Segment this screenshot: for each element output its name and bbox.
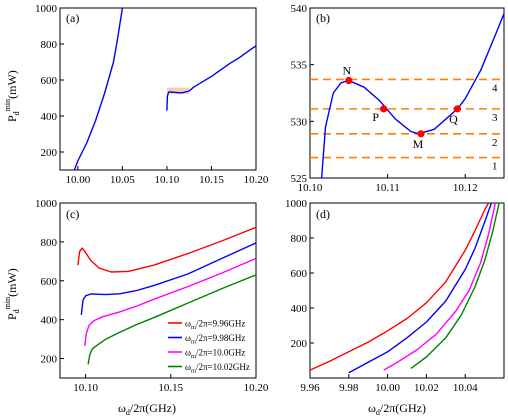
panel-a: (a) 10.00 10.05 10.10 10.15 10.20 200 400 600 80… xyxy=(35,3,269,186)
panel-b-frame xyxy=(309,7,505,179)
x-tick-label: 10.02 xyxy=(414,382,439,394)
y-tick-label: 600 xyxy=(291,268,308,280)
level-line-label: 1 xyxy=(492,161,498,173)
panel-c-axes: 10.10 10.15 10.20 200 400 600 800 1000 xyxy=(35,198,269,394)
x-axis-label-d: ωd/2π(GHz) xyxy=(368,401,426,417)
x-tick-label: 9.98 xyxy=(339,382,359,394)
x-tick-label: 10.20 xyxy=(244,382,269,394)
y-tick-label: 200 xyxy=(41,354,58,366)
zoom-region xyxy=(166,87,190,95)
panel-d-plot xyxy=(310,203,500,374)
legend-entry: ωm/2π=10.0GHz xyxy=(185,348,245,361)
y-tick-label: 535 xyxy=(291,60,308,72)
panel-c-frame xyxy=(59,202,257,379)
y-tick-label: 400 xyxy=(291,303,308,315)
series-line-blue xyxy=(348,203,493,374)
point-N xyxy=(345,76,353,85)
y-tick-label: 1000 xyxy=(285,198,308,210)
x-tick-label: 10.00 xyxy=(65,174,90,186)
point-label: P xyxy=(372,110,379,124)
y-tick-label: 540 xyxy=(291,3,308,15)
legend-entry: ωm/2π=10.02GHz xyxy=(185,362,250,375)
series-line-blue xyxy=(166,45,256,111)
panel-a-axes: 10.00 10.05 10.10 10.15 10.20 200 400 600 800 100… xyxy=(35,3,269,186)
legend-entry: ωm/2π=9.98GHz xyxy=(185,333,245,346)
panel-a-plot xyxy=(73,8,256,170)
x-tick-label: 10.05 xyxy=(110,174,135,186)
level-line-label: 2 xyxy=(492,137,498,149)
y-tick-label: 525 xyxy=(291,173,308,185)
series-line-magenta xyxy=(383,203,496,371)
series-line-magenta xyxy=(84,257,256,346)
panel-b: (b) 10.10 10.11 10.12 525 530 535 540 4 3 2 1 N P M Q xyxy=(291,3,505,194)
series-line-green xyxy=(87,274,256,365)
y-tick-label: 800 xyxy=(41,237,58,249)
y-tick-label: 400 xyxy=(41,111,58,123)
point-label: M xyxy=(413,137,424,151)
y-tick-label: 400 xyxy=(41,315,58,327)
y-axis-label-bottom: Pdmin(mW) xyxy=(3,268,21,320)
point-label: N xyxy=(342,64,351,78)
x-tick-label: 9.96 xyxy=(300,382,320,394)
x-tick-label: 10.10 xyxy=(155,174,180,186)
point-label: Q xyxy=(449,112,458,126)
panel-c-plot xyxy=(77,226,256,365)
panel-a-frame xyxy=(59,7,257,171)
y-tick-label: 1000 xyxy=(35,198,58,210)
y-tick-label: 600 xyxy=(41,75,58,87)
panel-d: (d) 9.96 9.98 10.00 10.02 10.04 200 400 600 800 1… xyxy=(285,198,505,394)
legend-entry: ωm/2π=9.96GHz xyxy=(185,319,245,332)
panel-b-plot xyxy=(310,13,504,178)
x-tick-label: 10.15 xyxy=(199,174,224,186)
x-tick-label: 10.04 xyxy=(453,382,478,394)
panel-d-axes: 9.96 9.98 10.00 10.02 10.04 200 400 600 800 1000 xyxy=(285,198,478,394)
x-tick-label: 10.20 xyxy=(244,174,269,186)
panel-b-label: (b) xyxy=(316,11,330,25)
point-Q xyxy=(453,105,462,113)
series-line-blue xyxy=(320,13,504,178)
y-tick-label: 600 xyxy=(41,276,58,288)
x-axis-label-c: ωd/2π(GHz) xyxy=(118,401,176,417)
series-line-red xyxy=(77,226,256,273)
series-line-green xyxy=(410,203,500,369)
series-line-red xyxy=(310,203,490,371)
series-line-blue xyxy=(73,8,124,170)
x-tick-label: 10.00 xyxy=(375,382,400,394)
y-tick-label: 1000 xyxy=(35,3,58,15)
x-tick-label: 10.10 xyxy=(298,182,323,194)
panel-a-label: (a) xyxy=(66,11,79,25)
x-tick-label: 10.11 xyxy=(375,182,399,194)
level-line-label: 4 xyxy=(492,82,498,94)
panel-c: (c) 10.10 10.15 10.20 200 400 600 800 1000 ωm/2… xyxy=(35,198,269,394)
series-line-blue xyxy=(80,242,256,315)
x-tick-label: 10.15 xyxy=(158,382,183,394)
panel-d-label: (d) xyxy=(316,207,330,221)
y-tick-label: 800 xyxy=(41,39,58,51)
y-tick-label: 200 xyxy=(41,147,58,159)
panel-c-label: (c) xyxy=(66,207,79,221)
y-axis-label-top: Pdmin(mW) xyxy=(3,70,21,122)
point-P xyxy=(380,105,388,113)
level-line-label: 3 xyxy=(492,112,498,124)
x-tick-label: 10.12 xyxy=(453,182,478,194)
panel-d-frame xyxy=(309,202,505,379)
point-M xyxy=(417,130,425,138)
panel-b-axes: 10.10 10.11 10.12 525 530 535 540 4 3 2 1 N P M Q xyxy=(291,3,499,194)
x-tick-label: 10.10 xyxy=(73,382,98,394)
y-tick-label: 530 xyxy=(291,116,308,128)
y-tick-label: 200 xyxy=(291,338,308,350)
y-tick-label: 800 xyxy=(291,233,308,245)
